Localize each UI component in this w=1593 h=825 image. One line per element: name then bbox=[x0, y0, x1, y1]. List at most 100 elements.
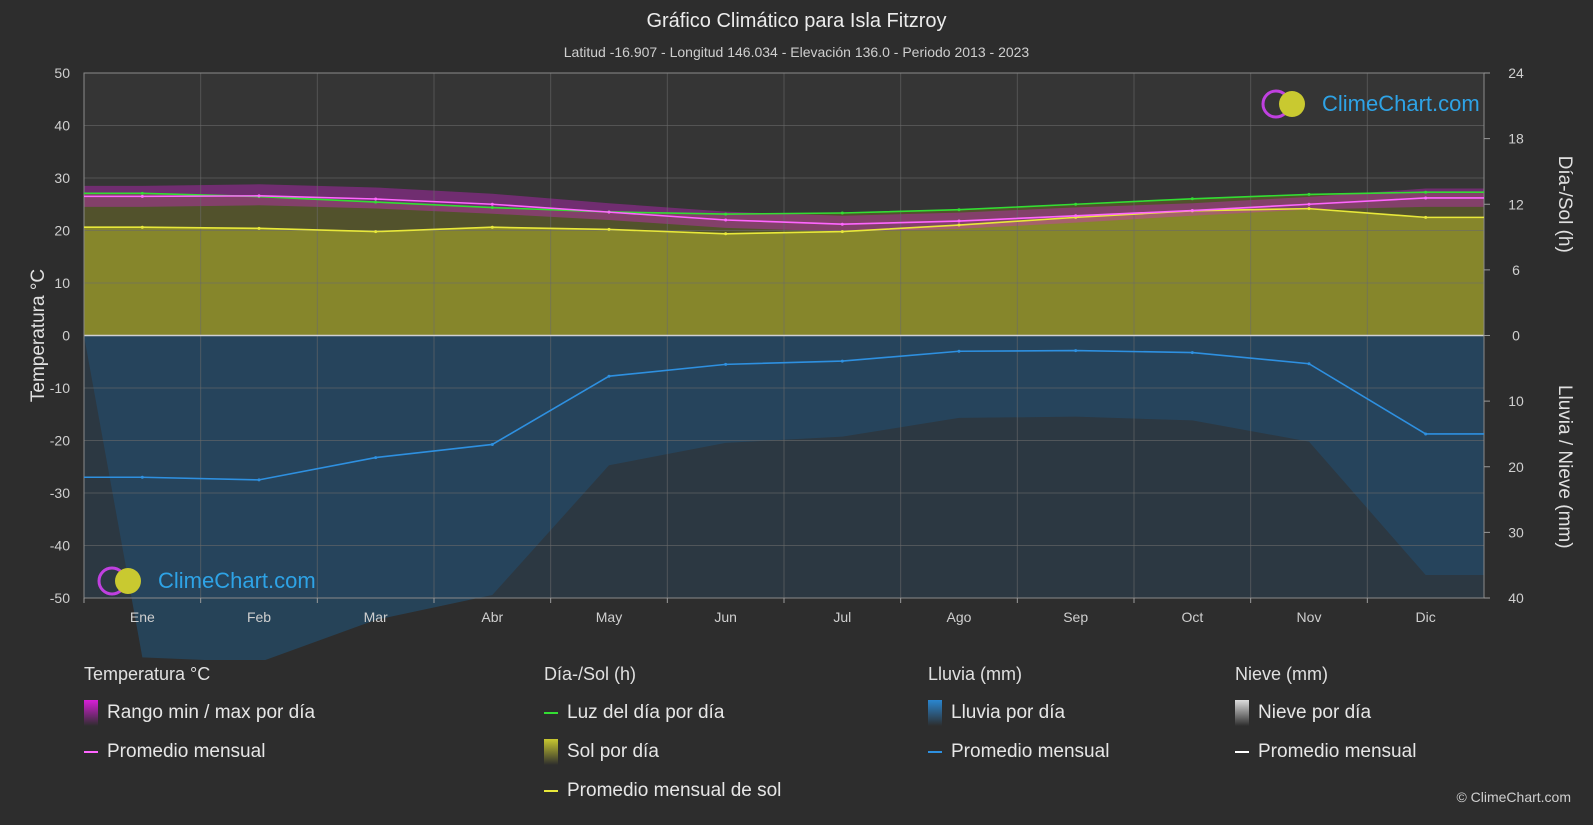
logo-top[interactable]: ClimeChart.com bbox=[1260, 88, 1480, 120]
legend-swatch bbox=[544, 712, 558, 714]
legend-label: Sol por día bbox=[567, 741, 659, 762]
legend-group: Temperatura °C Rango min / max por día Pro… bbox=[84, 664, 315, 778]
rain-avg-line-point bbox=[607, 374, 611, 378]
legend-heading: Nieve (mm) bbox=[1235, 664, 1328, 684]
y-right-bottom-tick-label: 10 bbox=[1508, 393, 1524, 409]
temperature-avg-line-point bbox=[1190, 209, 1194, 213]
x-tick-label: Feb bbox=[247, 609, 271, 625]
y-right-top-tick-label: 0 bbox=[1512, 328, 1520, 344]
copyright: © ClimeChart.com bbox=[1456, 789, 1571, 805]
sunshine-avg-line-point bbox=[140, 225, 144, 229]
legend-swatch bbox=[928, 751, 942, 753]
legend-heading: Lluvia (mm) bbox=[928, 664, 1023, 684]
y-left-tick-label: -20 bbox=[50, 433, 70, 449]
legend-label: Promedio mensual bbox=[107, 741, 266, 762]
legend-item[interactable]: Nieve por día bbox=[1235, 700, 1416, 726]
legend-label: Luz del día por día bbox=[567, 702, 725, 723]
logo-icon bbox=[1261, 89, 1305, 119]
legend-item[interactable]: Promedio mensual bbox=[84, 739, 315, 765]
legend-item[interactable]: Promedio mensual bbox=[1235, 739, 1416, 765]
y-right-top-tick-label: 24 bbox=[1508, 65, 1524, 81]
daylight-line-point bbox=[140, 191, 144, 195]
rain-avg-line-point bbox=[1424, 432, 1428, 436]
y-left-tick-label: -40 bbox=[50, 538, 70, 554]
x-tick-label: Ago bbox=[947, 609, 972, 625]
sunshine-avg-line-point bbox=[957, 223, 961, 227]
rain-avg-line-point bbox=[1074, 349, 1078, 353]
daylight-line-point bbox=[957, 208, 961, 212]
daylight-line-point bbox=[1074, 202, 1078, 206]
legend-item[interactable]: Lluvia por día bbox=[928, 700, 1109, 726]
y-right-top-axis-title: Día-/Sol (h) bbox=[1554, 156, 1575, 253]
temperature-avg-line-point bbox=[140, 194, 144, 198]
y-right-top-tick-label: 18 bbox=[1508, 131, 1524, 147]
legend-group: Lluvia (mm) Lluvia por día Promedio mensua… bbox=[928, 664, 1109, 778]
daylight-line-point bbox=[490, 206, 494, 210]
legend-heading: Día-/Sol (h) bbox=[544, 664, 637, 684]
sunshine-avg-line-point bbox=[840, 230, 844, 234]
legend-label: Promedio mensual de sol bbox=[567, 780, 782, 801]
legend-swatch bbox=[84, 700, 98, 726]
climate-chart: 50 40 30 20 10 0 -10 -20 -30 -40 -50 24 18 12 6 0 10 20 30… bbox=[28, 65, 1575, 660]
x-tick-label: Ene bbox=[130, 609, 155, 625]
legend-group: Nieve (mm) Nieve por día Promedio mensual bbox=[1235, 664, 1416, 778]
rain-avg-line-point bbox=[140, 475, 144, 479]
legend-label: Promedio mensual bbox=[951, 741, 1110, 762]
legend-swatch bbox=[1235, 700, 1249, 726]
legend-group: Día-/Sol (h) Luz del día por día Sol por d… bbox=[544, 664, 781, 817]
daylight-line-point bbox=[1307, 192, 1311, 196]
temperature-avg-line bbox=[84, 195, 1484, 226]
y-left-tick-label: 40 bbox=[54, 118, 70, 134]
sunshine-avg-line bbox=[84, 207, 1484, 235]
y-left-tick-label: 30 bbox=[54, 170, 70, 186]
x-tick-label: May bbox=[596, 609, 622, 625]
chart-title: Gráfico Climático para Isla Fitzroy bbox=[646, 10, 947, 32]
rain-avg-line-point bbox=[1307, 362, 1311, 366]
daylight-line-point bbox=[1424, 190, 1428, 194]
rain-avg-line-point bbox=[957, 349, 961, 353]
legend-swatch bbox=[1235, 751, 1249, 753]
daylight-line-point bbox=[840, 211, 844, 215]
y-right-bottom-axis-title: Lluvia / Nieve (mm) bbox=[1554, 385, 1575, 549]
chart-subtitle: Latitud -16.907 - Longitud 146.034 - Ele… bbox=[563, 44, 1030, 60]
temperature-avg-line-point bbox=[840, 222, 844, 226]
rain-avg-line-point bbox=[1190, 351, 1194, 355]
y-right-bottom-tick-label: 20 bbox=[1508, 459, 1524, 475]
logo-bottom[interactable]: ClimeChart.com bbox=[96, 565, 316, 597]
y-left-axis-title: Temperatura °C bbox=[28, 269, 49, 402]
x-tick-label: Nov bbox=[1297, 609, 1322, 625]
legend-label: Lluvia por día bbox=[951, 702, 1066, 723]
legend-heading: Temperatura °C bbox=[84, 664, 211, 684]
legend-item[interactable]: Sol por día bbox=[544, 739, 781, 765]
rain-avg-line-point bbox=[374, 456, 378, 460]
rain-avg-line bbox=[84, 349, 1484, 481]
legend-swatch bbox=[84, 751, 98, 753]
legend-item[interactable]: Rango min / max por día bbox=[84, 700, 315, 726]
legend-item[interactable]: Promedio mensual bbox=[928, 739, 1109, 765]
x-tick-label: Sep bbox=[1063, 609, 1088, 625]
sunshine-avg-line-point bbox=[724, 232, 728, 236]
legend-swatch bbox=[544, 790, 558, 792]
x-tick-label: Jul bbox=[833, 609, 851, 625]
x-tick-label: Oct bbox=[1181, 609, 1203, 625]
sunshine-avg-line-point bbox=[490, 225, 494, 229]
temperature-avg-line-point bbox=[1424, 196, 1428, 200]
daylight-line bbox=[84, 191, 1484, 215]
y-left-tick-label: 0 bbox=[62, 328, 70, 344]
temperature-avg-line-point bbox=[724, 218, 728, 222]
sunshine-avg-line-point bbox=[607, 227, 611, 231]
y-right-bottom-tick-label: 40 bbox=[1508, 590, 1524, 606]
legend-label: Nieve por día bbox=[1258, 702, 1372, 723]
temperature-avg-line-point bbox=[607, 210, 611, 214]
rain-avg-line-point bbox=[724, 362, 728, 366]
sunshine-avg-line-point bbox=[1307, 207, 1311, 211]
legend-item[interactable]: Luz del día por día bbox=[544, 700, 781, 726]
rain-avg-line-point bbox=[257, 478, 261, 482]
sunshine-avg-line-point bbox=[374, 230, 378, 234]
legend-item[interactable]: Promedio mensual de sol bbox=[544, 778, 781, 804]
daylight-line-point bbox=[374, 200, 378, 204]
logo-icon bbox=[97, 566, 141, 596]
temperature-avg-line-point bbox=[257, 194, 261, 198]
sunshine-avg-line-point bbox=[257, 226, 261, 230]
rain-avg-line-point bbox=[840, 359, 844, 363]
